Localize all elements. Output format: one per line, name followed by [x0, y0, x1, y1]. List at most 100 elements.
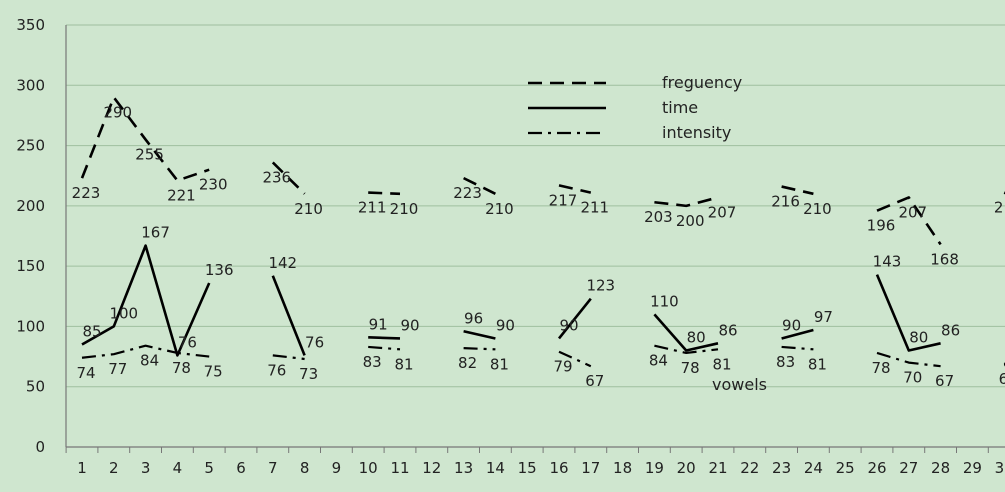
data-label-dash-dot: 81	[394, 355, 413, 373]
data-label-dashed: 210	[294, 200, 323, 218]
x-tick-label: 24	[804, 459, 823, 477]
data-label-solid: 80	[909, 329, 928, 347]
x-tick-label: 8	[300, 459, 310, 477]
data-label-dash-dot: 82	[458, 354, 477, 372]
data-label-solid: 90	[496, 316, 515, 334]
series-line-solid	[557, 297, 592, 340]
y-tick-label: 150	[16, 257, 45, 275]
data-label-solid: 142	[268, 254, 297, 272]
data-label-dashed: 221	[167, 187, 196, 205]
data-label-dash-dot: 74	[76, 364, 95, 382]
y-tick-label: 0	[35, 438, 45, 456]
data-label-dashed: 290	[103, 103, 132, 121]
series-line-dash-dot	[463, 347, 496, 351]
x-tick-label: 25	[836, 459, 855, 477]
series-line-dashed	[271, 161, 306, 195]
legend-label-solid: time	[662, 98, 698, 117]
data-label-solid: 76	[305, 333, 324, 351]
data-label-dash-dot: 81	[808, 355, 827, 373]
y-tick-label: 350	[16, 16, 45, 34]
y-tick-label: 200	[16, 197, 45, 215]
x-tick-label: 22	[740, 459, 759, 477]
data-label-solid: 123	[586, 277, 615, 295]
data-label-dash-dot: 81	[490, 355, 509, 373]
data-label-solid: 97	[814, 308, 833, 326]
data-label-dash-dot: 75	[204, 363, 223, 381]
data-label-dashed: 230	[199, 176, 228, 194]
x-tick-label: 29	[963, 459, 982, 477]
data-label-solid: 85	[82, 323, 101, 341]
x-tick-label: 5	[204, 459, 214, 477]
x-tick-label: 26	[867, 459, 886, 477]
data-label-solid: 110	[650, 292, 679, 310]
x-tick-label: 18	[613, 459, 632, 477]
data-label-dashed: 210	[803, 200, 832, 218]
x-tick-label: 1	[77, 459, 87, 477]
data-label-dash-dot: 83	[363, 353, 382, 371]
y-tick-label: 300	[16, 76, 45, 94]
y-tick-label: 50	[26, 378, 45, 396]
series-line-dashed	[80, 96, 210, 182]
legend-label-dash-dot: intensity	[662, 123, 731, 142]
data-label-solid: 86	[718, 321, 737, 339]
x-tick-label: 4	[173, 459, 183, 477]
x-tick-label: 20	[677, 459, 696, 477]
data-label-dash-dot: 79	[553, 358, 572, 376]
data-label-solid: 100	[109, 304, 138, 322]
data-label-solid: 91	[369, 315, 388, 333]
x-tick-label: 16	[549, 459, 568, 477]
series-line-dashed	[368, 191, 401, 196]
data-label-dash-dot: 78	[172, 359, 191, 377]
x-tick-label: 23	[772, 459, 791, 477]
data-label-dashed: 210	[390, 200, 419, 218]
data-label-dash-dot: 77	[108, 360, 127, 378]
series-line-solid	[81, 244, 211, 357]
x-tick-label: 12	[422, 459, 441, 477]
series-line-solid	[653, 313, 719, 352]
series-line-dash-dot	[781, 345, 814, 351]
series-line-dash-dot	[654, 344, 719, 355]
data-label-dashed: 217	[549, 191, 578, 209]
vowels-annotation: vowels	[712, 375, 767, 394]
data-label-dash-dot: 67	[585, 372, 604, 390]
x-tick-label: 11	[390, 459, 409, 477]
data-label-dashed: 200	[676, 212, 705, 230]
series-line-dash-dot	[876, 351, 941, 368]
data-label-dashed: 211	[994, 199, 1005, 217]
data-label-solid: 90	[400, 316, 419, 334]
data-label-solid: 96	[464, 309, 483, 327]
data-label-dashed: 255	[135, 146, 164, 164]
series-line-dashed	[876, 196, 942, 246]
series-line-solid	[875, 274, 941, 352]
data-label-dashed: 196	[867, 217, 896, 235]
x-tick-label: 3	[141, 459, 151, 477]
series-line-dashed	[463, 176, 496, 195]
series-line-solid	[463, 329, 496, 340]
x-tick-label: 21	[708, 459, 727, 477]
data-label-solid: 76	[178, 333, 197, 351]
data-label-dashed: 211	[580, 199, 609, 217]
x-tick-label: 14	[486, 459, 505, 477]
data-label-dash-dot: 67	[935, 372, 954, 390]
x-tick-label: 17	[581, 459, 600, 477]
data-label-solid: 143	[873, 253, 902, 271]
data-label-dash-dot: 69	[999, 370, 1005, 388]
series-line-dashed	[558, 184, 592, 194]
series-line-dashed	[654, 196, 719, 208]
x-tick-label: 10	[359, 459, 378, 477]
legend-label-dashed: freguency	[662, 73, 742, 92]
data-label-dash-dot: 81	[712, 355, 731, 373]
x-tick-label: 7	[268, 459, 278, 477]
data-label-dashed: 207	[898, 203, 927, 221]
data-label-solid: 167	[141, 224, 170, 242]
series-line-dash-dot	[81, 344, 210, 359]
data-label-dashed: 223	[453, 184, 482, 202]
x-tick-label: 2	[109, 459, 119, 477]
data-label-dash-dot: 84	[140, 352, 159, 370]
x-tick-label: 6	[236, 459, 246, 477]
series-line-solid	[781, 328, 814, 340]
x-tick-label: 15	[518, 459, 537, 477]
x-tick-label: 19	[645, 459, 664, 477]
